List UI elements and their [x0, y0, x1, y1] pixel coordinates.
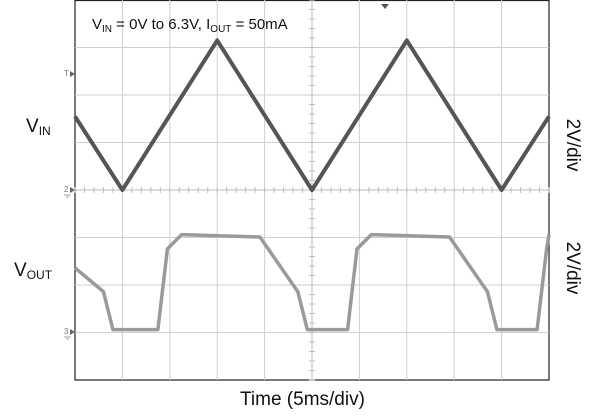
- trace-vin: [73, 38, 551, 192]
- ch3-marker-arrow: [70, 329, 75, 335]
- vin-channel-label: VIN: [26, 116, 51, 138]
- x-axis-title: Time (5ms/div): [240, 389, 365, 410]
- conditions-annotation: VIN = 0V to 6.3V, IOUT = 50mA: [92, 16, 288, 35]
- vin-scale-label: 2V/div: [562, 118, 583, 172]
- trigger-marker-label: T: [64, 69, 69, 78]
- vout-channel-label: VOUT: [14, 260, 53, 282]
- trace-vout: [73, 232, 551, 332]
- traces: [73, 38, 551, 332]
- trigger-marker-arrow: [70, 71, 75, 77]
- ch2-marker-label: 2: [64, 185, 69, 194]
- ch3-marker-label: 3: [64, 327, 69, 336]
- ch2-marker-arrow: [70, 187, 75, 193]
- trigger-position-marker: [381, 4, 389, 9]
- vout-scale-label: 2V/div: [562, 241, 583, 295]
- channel-markers: T 2 3: [64, 4, 389, 340]
